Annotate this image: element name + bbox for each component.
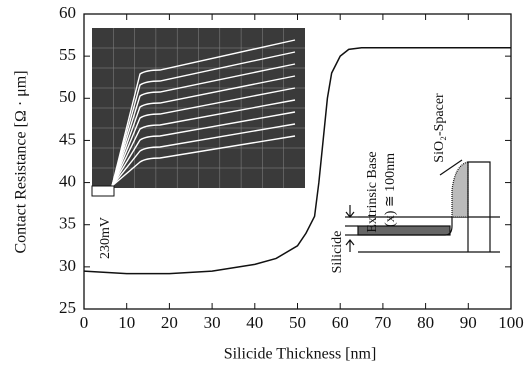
inset-curve xyxy=(111,135,296,187)
x-tick-label: 50 xyxy=(289,313,306,332)
x-axis-label: Silicide Thickness [nm] xyxy=(224,346,377,363)
x-tick-label: 100 xyxy=(498,313,524,332)
y-tick-label: 45 xyxy=(59,129,76,148)
x-tick-label: 40 xyxy=(246,313,263,332)
inset-curve xyxy=(111,87,296,187)
x-tick-label: 0 xyxy=(80,313,89,332)
annotation: (x) ≅ 100nm xyxy=(383,153,398,227)
y-tick-label: 40 xyxy=(59,171,76,190)
x-tick-label: 80 xyxy=(417,313,434,332)
x-tick-label: 10 xyxy=(118,313,135,332)
inset-curve xyxy=(111,99,296,187)
y-tick-label: 30 xyxy=(59,256,76,275)
y-tick-label: 55 xyxy=(59,45,76,64)
cross-section xyxy=(345,159,500,253)
data-line xyxy=(83,46,511,275)
x-tick-label: 60 xyxy=(332,313,349,332)
y-tick-label: 35 xyxy=(59,214,76,233)
y-tick-label: 60 xyxy=(59,3,76,22)
annotation: SiO₂-Spacer xyxy=(432,93,447,163)
inset-marker xyxy=(91,185,115,197)
spacer-leader xyxy=(439,159,463,176)
y-tick-label: 50 xyxy=(59,87,76,106)
gate xyxy=(467,161,491,252)
inset-curve xyxy=(111,111,296,187)
annotation: 230mV xyxy=(98,217,113,259)
y-axis-label: Contact Resistance [Ω · μm] xyxy=(13,70,30,253)
x-tick-label: 70 xyxy=(374,313,391,332)
inset-curve xyxy=(111,39,296,187)
spacer xyxy=(451,161,469,218)
inset-curve xyxy=(111,63,296,187)
x-tick-label: 90 xyxy=(460,313,477,332)
x-tick-label: 30 xyxy=(204,313,221,332)
inset-curve xyxy=(111,123,296,187)
y-tick-label: 25 xyxy=(59,298,76,317)
inset-curve xyxy=(111,51,296,187)
annotation: Extrinsic Base xyxy=(365,151,380,232)
oscilloscope-inset xyxy=(91,28,305,197)
thickness-arrows xyxy=(345,205,355,252)
inset-curve xyxy=(111,75,296,187)
base-edge xyxy=(358,217,453,236)
x-tick-label: 20 xyxy=(161,313,178,332)
annotation: Silicide xyxy=(330,231,345,274)
